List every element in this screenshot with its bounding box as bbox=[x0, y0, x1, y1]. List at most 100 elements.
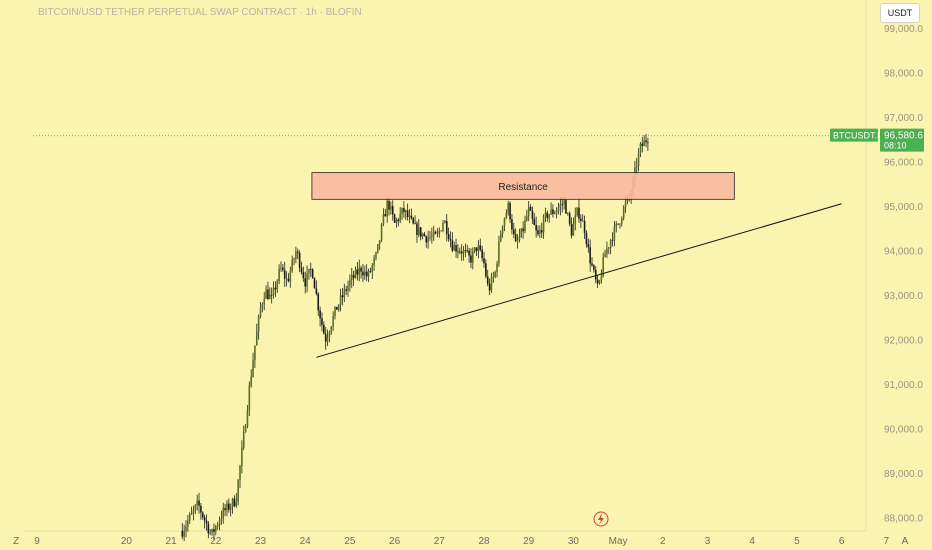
candle-body bbox=[583, 220, 586, 233]
candle-body bbox=[213, 529, 215, 532]
candle-body bbox=[311, 269, 314, 279]
x-tick-label: May bbox=[609, 536, 628, 547]
candle-body bbox=[216, 525, 219, 527]
candle-body bbox=[557, 207, 560, 211]
candle-body bbox=[282, 267, 284, 271]
candle-body bbox=[414, 223, 416, 225]
candle-body bbox=[328, 332, 331, 338]
candle-body bbox=[647, 142, 649, 144]
candle-body bbox=[390, 206, 392, 210]
candle-body bbox=[499, 233, 502, 242]
candle-body bbox=[617, 223, 619, 225]
currency-button[interactable]: USDT bbox=[880, 3, 920, 23]
y-tick-label: 94,000.0 bbox=[884, 247, 923, 258]
candle-body bbox=[447, 234, 450, 240]
candle-body bbox=[498, 241, 500, 264]
candle-body bbox=[490, 277, 493, 291]
candle-body bbox=[522, 228, 524, 232]
auto-scale-toggle[interactable]: A bbox=[902, 536, 909, 547]
candle-body bbox=[224, 508, 226, 511]
candle-body bbox=[276, 281, 279, 290]
resistance-zone[interactable] bbox=[311, 172, 735, 200]
candle-body bbox=[375, 252, 377, 258]
x-tick-label: 9 bbox=[34, 536, 40, 547]
last-price-badge bbox=[880, 128, 924, 152]
candle-body bbox=[466, 250, 469, 252]
x-tick-label: 27 bbox=[434, 536, 446, 547]
candle-body bbox=[593, 265, 595, 270]
candle-body bbox=[237, 480, 239, 502]
candle-body bbox=[265, 289, 267, 299]
candle-body bbox=[494, 271, 496, 277]
candle-body bbox=[324, 333, 327, 342]
candle-body bbox=[257, 316, 260, 332]
candle-body bbox=[228, 503, 230, 510]
candle-body bbox=[483, 258, 485, 264]
candle-body bbox=[513, 229, 515, 235]
candle-body bbox=[267, 289, 269, 300]
y-tick-label: 91,000.0 bbox=[884, 380, 923, 391]
candle-body bbox=[518, 236, 521, 241]
last-price-value: 96,580.6 bbox=[884, 131, 923, 142]
lightning-icon[interactable] bbox=[593, 511, 609, 527]
candle-body bbox=[393, 214, 396, 223]
candle-body bbox=[298, 252, 301, 268]
axis-corner-left[interactable]: Z bbox=[13, 536, 19, 547]
candle-body bbox=[380, 224, 383, 241]
candle-body bbox=[365, 271, 368, 277]
support-trendline[interactable] bbox=[316, 203, 842, 358]
candle-body bbox=[386, 200, 388, 217]
candle-body bbox=[492, 276, 495, 278]
resistance-label: Resistance bbox=[498, 182, 548, 193]
candle-body bbox=[287, 278, 290, 282]
candle-body bbox=[412, 218, 415, 224]
candle-body bbox=[473, 247, 476, 252]
candle-body bbox=[226, 503, 228, 511]
candle-body bbox=[416, 223, 418, 235]
candle-body bbox=[600, 276, 603, 281]
candle-body bbox=[539, 230, 541, 235]
candle-body bbox=[261, 304, 264, 308]
candle-body bbox=[244, 426, 247, 432]
candle-body bbox=[529, 206, 532, 211]
candle-body bbox=[388, 200, 390, 210]
candle-body bbox=[533, 218, 536, 225]
candle-body bbox=[341, 295, 344, 298]
candle-body bbox=[188, 514, 191, 521]
candle-body bbox=[296, 251, 299, 253]
candle-body bbox=[462, 250, 465, 254]
candle-body bbox=[209, 532, 212, 534]
candle-body bbox=[574, 215, 577, 224]
candle-body bbox=[378, 240, 381, 245]
candle-body bbox=[404, 210, 407, 213]
candle-body bbox=[337, 304, 340, 310]
candle-body bbox=[248, 385, 251, 411]
candle-body bbox=[319, 310, 321, 319]
candle-body bbox=[485, 263, 487, 277]
candle-body bbox=[270, 294, 273, 296]
x-tick-label: 3 bbox=[705, 536, 711, 547]
candle-body bbox=[537, 230, 539, 235]
candle-body bbox=[615, 223, 618, 227]
candle-body bbox=[323, 324, 325, 334]
candle-body bbox=[185, 526, 187, 532]
candle-body bbox=[509, 203, 511, 220]
y-tick-label: 88,000.0 bbox=[884, 514, 923, 525]
candle-body bbox=[501, 225, 504, 234]
y-tick-label: 90,000.0 bbox=[884, 425, 923, 436]
candle-body bbox=[395, 219, 398, 223]
candle-body bbox=[285, 278, 288, 280]
candle-body bbox=[511, 219, 513, 230]
candle-body bbox=[347, 285, 349, 291]
candle-body bbox=[343, 289, 346, 298]
candle-body bbox=[453, 245, 455, 251]
candle-body bbox=[241, 447, 243, 466]
candle-body bbox=[535, 224, 537, 231]
candle-body bbox=[272, 287, 275, 296]
candle-body bbox=[645, 140, 647, 143]
candle-body bbox=[429, 237, 431, 238]
candle-body bbox=[555, 210, 558, 213]
y-tick-label: 89,000.0 bbox=[884, 469, 923, 480]
candle-body bbox=[587, 244, 590, 248]
